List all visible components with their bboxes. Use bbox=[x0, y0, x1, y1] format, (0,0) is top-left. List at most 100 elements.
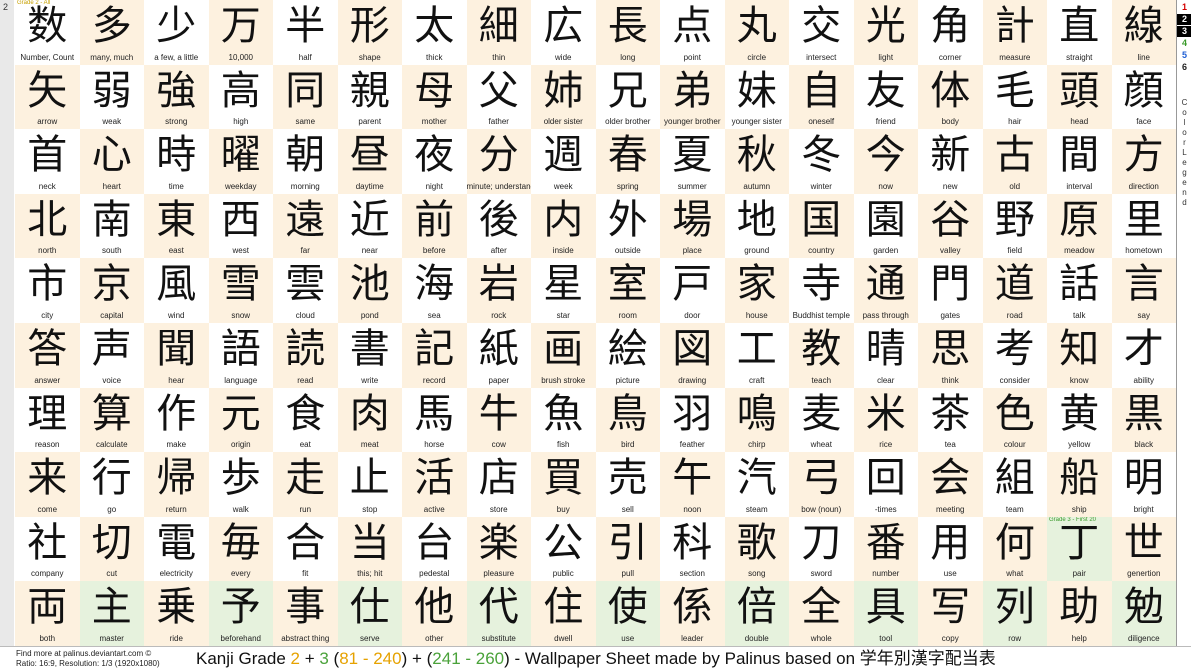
kanji-cell: 係 leader bbox=[660, 581, 725, 646]
kanji-meaning: heart bbox=[102, 181, 121, 191]
kanji-cell: 妹 younger sister bbox=[724, 64, 789, 130]
kanji-cell: 丸 circle bbox=[724, 0, 789, 65]
kanji-cell: 通 pass through bbox=[853, 258, 918, 323]
kanji-character: 元 bbox=[220, 390, 261, 437]
kanji-cell: 仕 serve bbox=[337, 581, 402, 646]
kanji-meaning: section bbox=[679, 569, 705, 579]
page-number: 2 bbox=[3, 2, 9, 12]
kanji-cell: 池 pond bbox=[337, 258, 402, 323]
kanji-cell: 黒 black bbox=[1111, 387, 1176, 453]
kanji-character: 係 bbox=[672, 584, 713, 631]
kanji-character: 首 bbox=[27, 132, 68, 179]
kanji-character: 前 bbox=[414, 196, 455, 243]
kanji-meaning: room bbox=[618, 310, 637, 320]
kanji-meaning: cut bbox=[106, 569, 118, 579]
kanji-meaning: parent bbox=[358, 117, 382, 127]
kanji-cell: 肉 meat bbox=[337, 387, 402, 453]
kanji-character: 秋 bbox=[736, 132, 777, 179]
kanji-character: 丁 bbox=[1059, 519, 1100, 566]
legend-label-letter: d bbox=[1182, 198, 1187, 207]
kanji-cell: 今 now bbox=[853, 129, 918, 194]
kanji-meaning: every bbox=[230, 569, 251, 579]
kanji-character: 丸 bbox=[736, 3, 777, 49]
kanji-meaning: older brother bbox=[605, 117, 651, 127]
kanji-meaning: language bbox=[224, 375, 258, 385]
kanji-meaning: old bbox=[1009, 181, 1021, 191]
kanji-character: 点 bbox=[672, 3, 713, 49]
kanji-meaning: morning bbox=[290, 181, 320, 191]
kanji-character: 半 bbox=[285, 3, 326, 49]
legend-number: 5 bbox=[1181, 50, 1187, 60]
kanji-character: 書 bbox=[349, 325, 390, 372]
kanji-character: 星 bbox=[543, 261, 584, 308]
title-plus: + bbox=[299, 649, 320, 668]
kanji-cell: 代 substitute bbox=[466, 581, 531, 646]
kanji-meaning: measure bbox=[999, 52, 1031, 62]
kanji-character: 肉 bbox=[349, 390, 390, 437]
kanji-meaning: what bbox=[1006, 569, 1024, 579]
kanji-character: 妹 bbox=[736, 67, 777, 114]
kanji-cell: 寺 Buddhist temple bbox=[789, 258, 854, 323]
kanji-character: 組 bbox=[994, 455, 1035, 502]
kanji-cell: 活 active bbox=[402, 452, 467, 517]
kanji-meaning: interval bbox=[1066, 181, 1093, 191]
kanji-cell: 勉 diligence bbox=[1111, 581, 1176, 646]
kanji-cell: 切 cut bbox=[79, 516, 144, 582]
kanji-character: 数 bbox=[27, 3, 68, 49]
kanji-meaning: east bbox=[168, 246, 184, 256]
kanji-meaning: genertion bbox=[1127, 569, 1161, 579]
kanji-meaning: body bbox=[941, 117, 959, 127]
kanji-cell: 電 electricity bbox=[144, 516, 209, 582]
kanji-meaning: pull bbox=[621, 569, 634, 579]
grade-3-tag: Grade 3 - First 20 bbox=[1049, 516, 1097, 523]
kanji-meaning: voice bbox=[102, 375, 122, 385]
kanji-cell: 弱 weak bbox=[79, 64, 144, 130]
kanji-cell: 回 -times bbox=[853, 452, 918, 517]
kanji-character: 事 bbox=[285, 584, 326, 631]
legend-number: 2 bbox=[1177, 14, 1191, 25]
kanji-cell: 羽 feather bbox=[660, 387, 725, 453]
kanji-meaning: whole bbox=[810, 633, 832, 643]
kanji-character: 紙 bbox=[478, 325, 519, 372]
legend-label-letter: C bbox=[1181, 98, 1188, 107]
kanji-meaning: return bbox=[165, 504, 187, 514]
kanji-cell: 京 capital bbox=[79, 258, 144, 323]
kanji-meaning: company bbox=[31, 569, 64, 579]
kanji-meaning: north bbox=[38, 246, 57, 256]
kanji-meaning: Buddhist temple bbox=[792, 310, 850, 320]
kanji-character: 他 bbox=[414, 584, 455, 631]
kanji-character: 細 bbox=[478, 3, 519, 49]
kanji-cell: 才 ability bbox=[1111, 322, 1176, 388]
kanji-character: 読 bbox=[285, 325, 326, 372]
kanji-meaning: tea bbox=[944, 440, 956, 450]
kanji-cell: 予 beforehand bbox=[208, 581, 273, 646]
kanji-cell: 場 place bbox=[660, 193, 725, 259]
kanji-meaning: -times bbox=[874, 504, 897, 514]
kanji-cell: 用 use bbox=[918, 516, 983, 582]
kanji-character: 西 bbox=[220, 196, 261, 243]
kanji-character: 刀 bbox=[801, 519, 842, 566]
grade-2-tag: Grade 2 - All bbox=[17, 0, 51, 6]
kanji-cell: 昼 daytime bbox=[337, 129, 402, 194]
kanji-meaning: now bbox=[878, 181, 894, 191]
kanji-character: 行 bbox=[91, 455, 132, 502]
kanji-cell: 声 voice bbox=[79, 322, 144, 388]
kanji-character: 科 bbox=[672, 519, 713, 566]
kanji-cell: 方 direction bbox=[1111, 129, 1176, 194]
kanji-character: 室 bbox=[607, 261, 648, 308]
kanji-character: 南 bbox=[91, 196, 132, 243]
kanji-cell: 番 number bbox=[853, 516, 918, 582]
kanji-character: 道 bbox=[994, 261, 1035, 308]
kanji-character: 教 bbox=[801, 325, 842, 372]
kanji-cell: 画 brush stroke bbox=[531, 322, 596, 388]
title-open: ( bbox=[328, 649, 340, 668]
kanji-meaning: abstract thing bbox=[281, 633, 330, 643]
legend-number: 4 bbox=[1181, 38, 1187, 48]
kanji-cell: 近 near bbox=[337, 193, 402, 259]
kanji-cell: 色 colour bbox=[982, 387, 1047, 453]
kanji-character: 買 bbox=[543, 455, 584, 502]
kanji-character: 強 bbox=[156, 67, 197, 114]
kanji-character: 門 bbox=[930, 261, 971, 308]
kanji-character: 朝 bbox=[285, 132, 326, 179]
kanji-character: 住 bbox=[543, 584, 584, 631]
